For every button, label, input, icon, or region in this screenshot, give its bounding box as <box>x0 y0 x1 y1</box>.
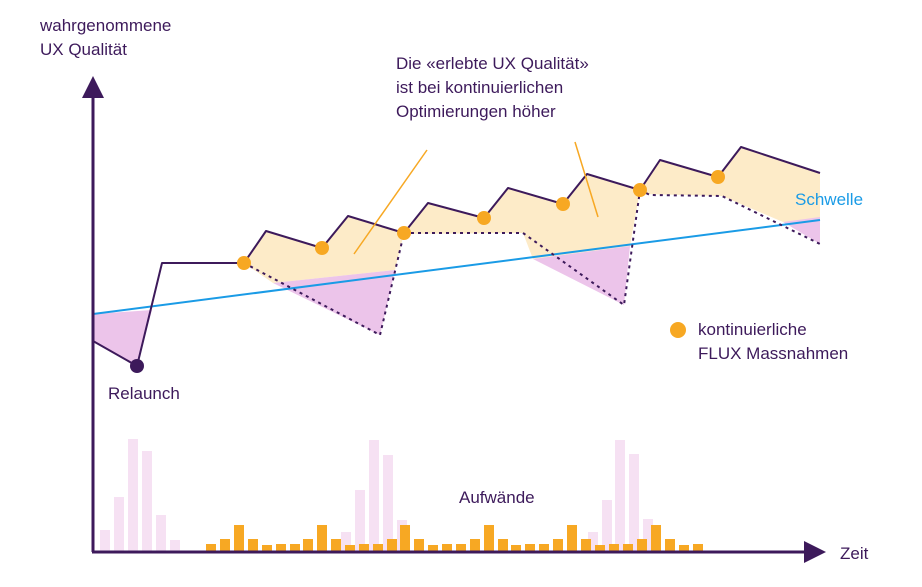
decay-line-2 <box>404 189 641 307</box>
relaunch-effort-bar <box>369 440 379 552</box>
relaunch-effort-bar <box>341 532 351 552</box>
flux-effort-bar <box>539 544 549 552</box>
x-axis-arrow <box>804 541 826 563</box>
annotation-leader-right <box>574 141 599 218</box>
flux-effort-bar <box>206 544 216 552</box>
flux-effort-bar <box>220 539 230 552</box>
flux-effort-bar <box>331 539 341 552</box>
flux-effort-bar <box>609 544 619 552</box>
flux-effort-bar <box>414 539 424 552</box>
relaunch-marker <box>130 359 144 373</box>
relaunch-effort-bar <box>100 530 110 552</box>
flux-marker <box>633 183 647 197</box>
flux-effort-bar <box>317 525 327 552</box>
flux-effort-bar <box>665 539 675 552</box>
flux-effort-bar <box>456 544 466 552</box>
flux-marker <box>315 241 329 255</box>
annotation-leader-left <box>353 149 428 255</box>
relaunch-effort-bar <box>128 439 138 552</box>
flux-effort-bar <box>400 525 410 552</box>
legend-label: kontinuierliche FLUX Massnahmen <box>698 318 848 366</box>
relaunch-effort-bar <box>629 454 639 552</box>
flux-effort-bar <box>276 544 286 552</box>
flux-effort-bar <box>623 544 633 552</box>
annotation-line-3: Optimierungen höher <box>396 102 556 121</box>
legend-label-line-1: kontinuierliche <box>698 320 807 339</box>
flux-effort-bar <box>234 525 244 552</box>
threshold-line <box>92 219 821 315</box>
y-axis-label-line-2: UX Qualität <box>40 40 127 59</box>
relaunch-effort-bar <box>588 532 598 552</box>
flux-marker <box>477 211 491 225</box>
relaunch-effort-bar <box>602 500 612 552</box>
flux-marker <box>711 170 725 184</box>
relaunch-deficit-area <box>93 310 152 366</box>
flux-effort-bar <box>345 545 355 552</box>
y-axis-arrow <box>82 76 104 98</box>
flux-effort-bar <box>553 539 563 552</box>
flux-effort-bar <box>470 539 480 552</box>
effort-label: Aufwände <box>459 488 535 507</box>
annotation-line-1: Die «erlebte UX Qualität» <box>396 54 589 73</box>
relaunch-effort-bar <box>643 519 653 552</box>
relaunch-effort-bar <box>170 540 180 552</box>
relaunch-effort-bar <box>615 440 625 552</box>
flux-effort-bar <box>387 539 397 552</box>
flux-effort-bar <box>498 539 508 552</box>
effort-bars <box>100 439 703 552</box>
flux-effort-bar <box>373 544 383 552</box>
legend-flux-marker <box>670 322 686 338</box>
flux-effort-bar <box>248 539 258 552</box>
flux-effort-bar <box>693 544 703 552</box>
perceived-quality-line <box>92 146 821 367</box>
benefit-area-3 <box>640 147 820 222</box>
flux-marker <box>556 197 570 211</box>
flux-effort-bar <box>581 539 591 552</box>
y-axis-label-line-1: wahrgenommene <box>40 16 172 35</box>
flux-effort-bar <box>651 525 661 552</box>
relaunch-effort-bar <box>156 515 166 552</box>
flux-effort-bar <box>428 545 438 552</box>
flux-effort-bar <box>290 544 300 552</box>
relaunch-effort-bar <box>114 497 124 552</box>
relaunch-effort-bar <box>383 455 393 552</box>
relaunch-effort-bar <box>355 490 365 552</box>
flux-effort-bar <box>442 544 452 552</box>
flux-effort-bar <box>303 539 313 552</box>
flux-effort-bar <box>679 545 689 552</box>
legend-label-line-2: FLUX Massnahmen <box>698 344 849 363</box>
annotation-line-2: ist bei kontinuierlichen <box>396 78 564 97</box>
relaunch-effort-bar <box>142 451 152 552</box>
x-axis-label: Zeit <box>840 544 869 563</box>
flux-effort-bar <box>637 539 647 552</box>
benefit-area-2 <box>398 174 640 259</box>
flux-effort-bar <box>484 525 494 552</box>
decay-line-1 <box>243 232 405 337</box>
flux-effort-bar <box>262 545 272 552</box>
flux-effort-bar <box>359 544 369 552</box>
flux-marker <box>397 226 411 240</box>
flux-marker <box>237 256 251 270</box>
flux-effort-bar <box>595 545 605 552</box>
y-axis-label: wahrgenommene UX Qualität <box>40 14 171 62</box>
annotation-text: Die «erlebte UX Qualität» ist bei kontin… <box>396 52 589 124</box>
flux-effort-bar <box>525 544 535 552</box>
threshold-label: Schwelle <box>795 190 864 209</box>
relaunch-label: Relaunch <box>108 384 180 403</box>
flux-effort-bar <box>511 545 521 552</box>
flux-effort-bar <box>567 525 577 552</box>
